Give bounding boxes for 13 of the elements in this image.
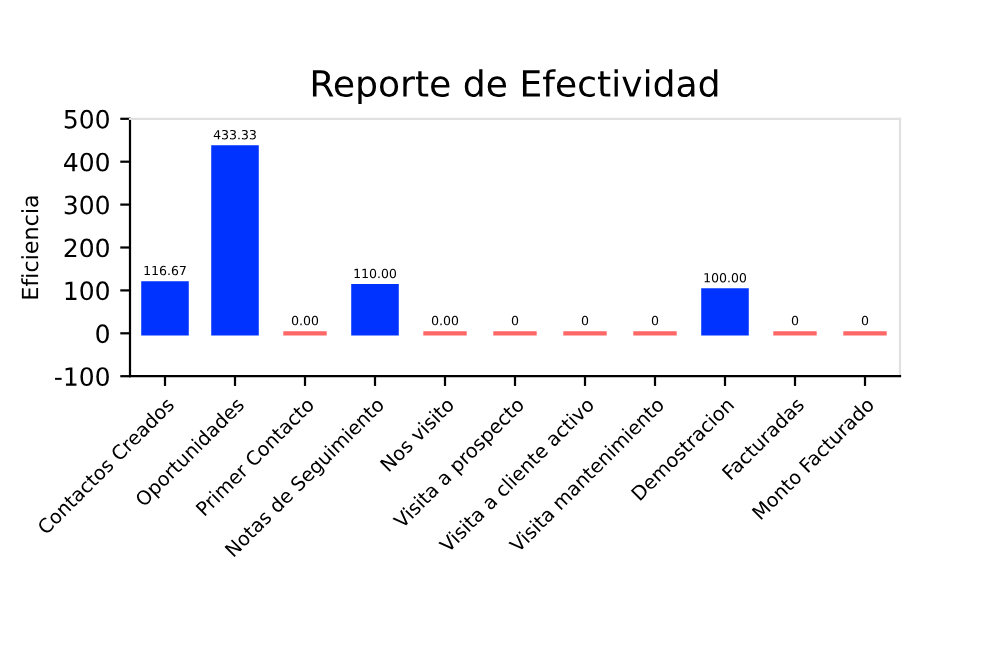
- bar: [701, 288, 749, 336]
- bar: [211, 145, 259, 336]
- y-axis-title: Eficiencia: [21, 196, 39, 299]
- bar: [141, 281, 189, 336]
- y-tick-label: 500: [64, 109, 109, 129]
- chart-title: Reporte de Efectividad: [312, 69, 718, 105]
- y-tick-label: -100: [55, 367, 109, 387]
- y-tick-label: 400: [64, 152, 109, 172]
- y-tick-label: 0: [96, 324, 109, 344]
- bar: [351, 284, 399, 336]
- y-tick-label: 300: [64, 195, 109, 215]
- y-tick-label: 100: [65, 281, 109, 301]
- y-tick-label: 200: [64, 238, 109, 258]
